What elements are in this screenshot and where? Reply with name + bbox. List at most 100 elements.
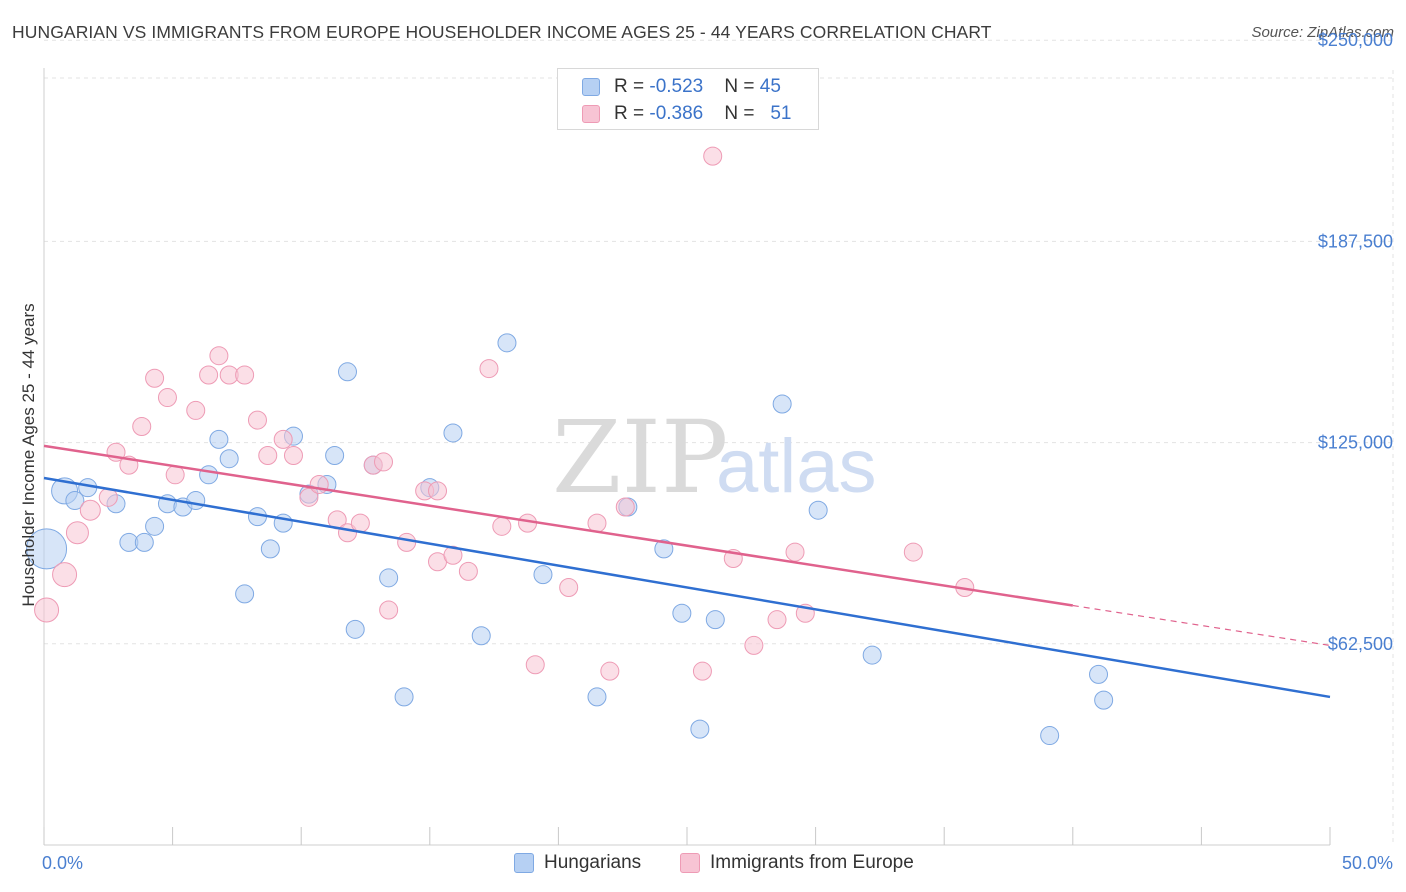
data-point-hungarians bbox=[145, 516, 165, 536]
y-tick-label: $125,000 bbox=[1318, 433, 1393, 453]
data-point-immigrants bbox=[559, 577, 579, 597]
data-point-hungarians bbox=[690, 719, 710, 739]
data-point-immigrants bbox=[165, 465, 185, 485]
data-point-immigrants bbox=[374, 452, 394, 472]
data-point-immigrants bbox=[283, 445, 303, 465]
data-point-hungarians bbox=[443, 423, 463, 443]
data-point-hungarians bbox=[209, 429, 229, 449]
legend-n-label: N = bbox=[724, 76, 760, 97]
data-point-immigrants bbox=[479, 359, 499, 379]
data-point-hungarians bbox=[26, 528, 68, 570]
data-point-hungarians bbox=[260, 539, 280, 559]
data-point-immigrants bbox=[525, 655, 545, 675]
legend-swatch-pink bbox=[582, 105, 600, 123]
trend-lines bbox=[43, 444, 1331, 699]
data-point-hungarians bbox=[345, 619, 365, 639]
legend-n-label: N = bbox=[724, 103, 760, 124]
watermark: ZIP atlas bbox=[552, 399, 877, 516]
data-point-immigrants bbox=[52, 562, 78, 588]
legend-r-label: R = bbox=[614, 76, 650, 97]
y-tick-label: $62,500 bbox=[1328, 634, 1393, 654]
x-tick-labels: 0.0% 50.0% bbox=[42, 853, 1393, 873]
data-point-hungarians bbox=[65, 491, 85, 511]
data-point-immigrants bbox=[132, 417, 152, 437]
data-point-hungarians bbox=[219, 449, 239, 469]
data-point-immigrants bbox=[767, 610, 787, 630]
data-point-hungarians bbox=[772, 394, 792, 414]
watermark-atlas: atlas bbox=[716, 424, 877, 509]
data-point-immigrants bbox=[703, 146, 723, 166]
data-point-hungarians bbox=[672, 603, 692, 623]
legend-label-immigrants: Immigrants from Europe bbox=[710, 852, 914, 873]
data-point-immigrants bbox=[186, 400, 206, 420]
data-point-immigrants bbox=[692, 661, 712, 681]
data-point-immigrants bbox=[379, 600, 399, 620]
data-point-immigrants bbox=[209, 346, 229, 366]
legend-swatch-pink bbox=[680, 853, 700, 873]
data-point-hungarians bbox=[199, 465, 219, 485]
data-point-immigrants bbox=[235, 365, 255, 385]
axes bbox=[43, 68, 1331, 846]
data-point-hungarians bbox=[337, 362, 357, 382]
data-point-immigrants bbox=[443, 545, 463, 565]
data-point-hungarians bbox=[379, 568, 399, 588]
series-hungarians-points bbox=[26, 333, 1114, 746]
source-label: Source: ZipAtlas.com bbox=[1251, 24, 1394, 41]
data-point-immigrants bbox=[428, 481, 448, 501]
trend-line-immigrants bbox=[43, 444, 1073, 607]
x-tick-label: 50.0% bbox=[1342, 853, 1393, 873]
data-point-immigrants bbox=[587, 513, 607, 533]
data-point-immigrants bbox=[903, 542, 923, 562]
data-point-immigrants bbox=[615, 497, 635, 517]
data-point-hungarians bbox=[497, 333, 517, 353]
y-tick-label: $187,500 bbox=[1318, 231, 1393, 251]
trend-line-hungarians bbox=[43, 476, 1331, 699]
legend-label-hungarians: Hungarians bbox=[544, 852, 642, 873]
data-point-immigrants bbox=[199, 365, 219, 385]
data-point-immigrants bbox=[492, 516, 512, 536]
data-point-immigrants bbox=[247, 410, 267, 430]
data-point-immigrants bbox=[350, 513, 370, 533]
watermark-zip: ZIP bbox=[552, 399, 728, 516]
legend-swatch-blue bbox=[514, 853, 534, 873]
legend-n-value: 51 bbox=[770, 103, 792, 124]
data-point-hungarians bbox=[235, 584, 255, 604]
data-point-hungarians bbox=[808, 500, 828, 520]
data-point-hungarians bbox=[1040, 726, 1060, 746]
data-point-hungarians bbox=[186, 491, 206, 511]
data-point-immigrants bbox=[145, 368, 165, 388]
legend-r-value: -0.386 bbox=[649, 103, 704, 124]
data-point-hungarians bbox=[325, 445, 345, 465]
data-point-hungarians bbox=[587, 687, 607, 707]
data-point-immigrants bbox=[785, 542, 805, 562]
chart-title: HUNGARIAN VS IMMIGRANTS FROM EUROPE HOUS… bbox=[12, 22, 992, 42]
correlation-legend: R = -0.523 N = 45 R = -0.386 N = 51 bbox=[557, 68, 819, 130]
data-point-hungarians bbox=[1094, 690, 1114, 710]
data-point-hungarians bbox=[134, 532, 154, 552]
data-point-immigrants bbox=[65, 521, 89, 545]
data-point-hungarians bbox=[862, 645, 882, 665]
series-legend: Hungarians Immigrants from Europe bbox=[0, 852, 1406, 878]
data-point-hungarians bbox=[471, 626, 491, 646]
data-point-immigrants bbox=[744, 635, 764, 655]
data-point-hungarians bbox=[394, 687, 414, 707]
data-point-immigrants bbox=[34, 597, 60, 623]
data-point-immigrants bbox=[258, 445, 278, 465]
data-point-hungarians bbox=[654, 539, 674, 559]
data-point-immigrants bbox=[458, 561, 478, 581]
legend-swatch-blue bbox=[582, 78, 600, 96]
data-point-hungarians bbox=[1089, 664, 1109, 684]
legend-n-value: 45 bbox=[759, 76, 781, 97]
series-immigrants-points bbox=[34, 146, 975, 681]
x-tick-label: 0.0% bbox=[42, 853, 83, 873]
data-point-immigrants bbox=[79, 499, 101, 521]
data-point-immigrants bbox=[273, 429, 293, 449]
data-point-immigrants bbox=[397, 532, 417, 552]
legend-r-label: R = bbox=[614, 103, 650, 124]
data-point-immigrants bbox=[157, 388, 177, 408]
y-axis-label: Householder Income Ages 25 - 44 years bbox=[19, 303, 38, 606]
data-point-immigrants bbox=[600, 661, 620, 681]
y-tick-label: $250,000 bbox=[1318, 30, 1393, 50]
data-point-immigrants bbox=[299, 487, 319, 507]
